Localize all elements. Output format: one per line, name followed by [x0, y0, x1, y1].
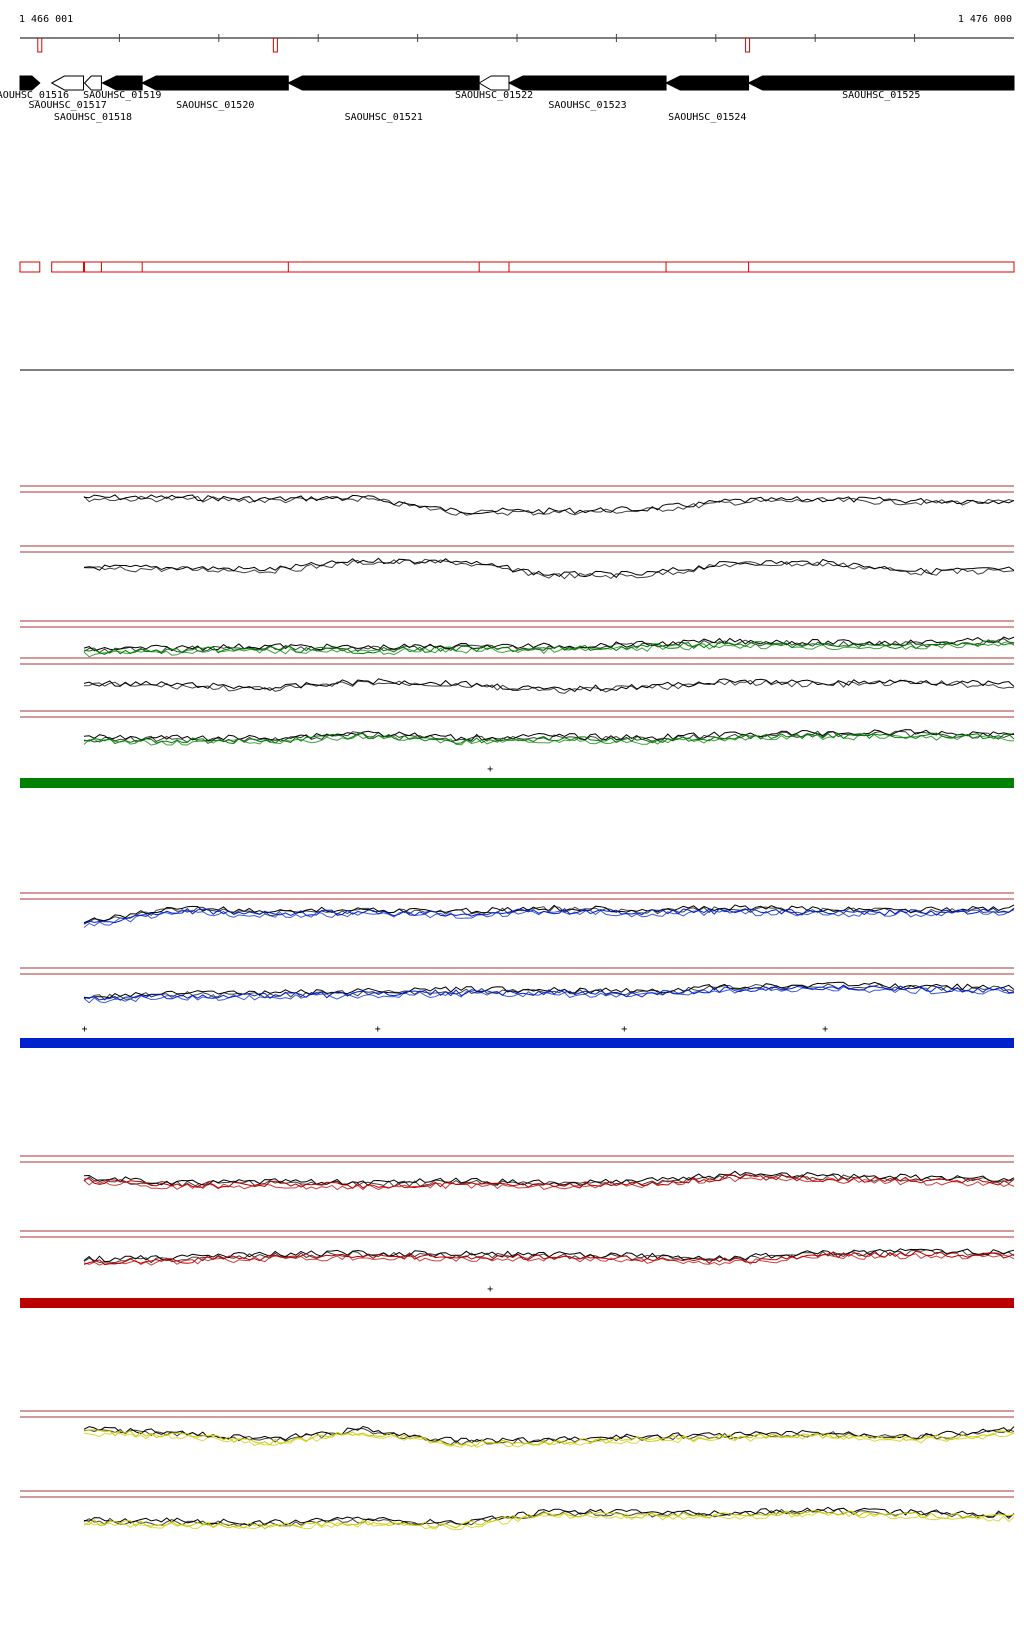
profile-line [83, 1431, 1015, 1448]
gene-label: SAOUHSC_01525 [842, 90, 920, 101]
profile-line [83, 981, 1015, 999]
profile-line [83, 1174, 1015, 1189]
gene-label: SAOUHSC_01516 [0, 90, 69, 101]
expression-profiles [20, 485, 1015, 1531]
profile-line [83, 983, 1015, 1001]
condition-mark: + [822, 1024, 828, 1035]
condition-bar [20, 1038, 1014, 1048]
profile-line [83, 732, 1015, 745]
gene-arrow [50, 75, 85, 91]
gene-arrow [19, 75, 41, 91]
gene-label: SAOUHSC_01517 [28, 100, 106, 111]
profile-line [83, 679, 1015, 694]
ruler [20, 34, 1014, 53]
profile-line [83, 909, 1015, 928]
profile-line [83, 1249, 1015, 1264]
gene-arrow [287, 75, 480, 91]
profile-line [83, 638, 1015, 654]
profile-line [83, 904, 1015, 924]
ruler-marker [37, 38, 43, 53]
profile-line [83, 733, 1014, 746]
profile-line [83, 1425, 1015, 1444]
gene-label: SAOUHSC_01522 [455, 90, 533, 101]
profile-line [83, 636, 1015, 652]
coordinate-end-label: 1 476 000 [957, 14, 1012, 25]
profile-line [83, 678, 1015, 693]
profile-line [83, 557, 1015, 579]
profile-line [83, 1510, 1015, 1531]
condition-mark: + [82, 1024, 88, 1035]
condition-mark: + [621, 1024, 627, 1035]
gene-label: SAOUHSC_01520 [176, 100, 254, 111]
ruler-marker [272, 38, 278, 53]
ruler-marker [745, 38, 751, 53]
profile-line [83, 495, 1015, 516]
transcript-track [19, 261, 1015, 273]
condition-mark: + [487, 764, 493, 775]
gene-label: SAOUHSC_01521 [345, 112, 423, 123]
profile-line [83, 494, 1015, 515]
gene-arrow [507, 75, 667, 91]
profile-line [83, 1175, 1015, 1191]
gene-arrow [101, 75, 143, 91]
gene-arrow [478, 75, 510, 91]
profile-line [83, 907, 1015, 925]
profile-line [83, 640, 1015, 655]
transcript-box [84, 261, 1015, 273]
profile-line [83, 1510, 1015, 1530]
gene-arrow [141, 75, 289, 91]
gene-arrow [664, 75, 750, 91]
condition-bar [20, 778, 1014, 788]
profile-line [83, 558, 1015, 580]
profile-line [83, 1250, 1015, 1266]
gene-arrow [83, 75, 102, 91]
profile-line [83, 1506, 1015, 1526]
transcript-box [19, 261, 41, 273]
coordinate-start-label: 1 466 001 [19, 14, 74, 25]
gene-label: SAOUHSC_01518 [54, 112, 132, 123]
profile-line [83, 1252, 1015, 1266]
condition-mark: + [375, 1024, 381, 1035]
condition-bars: + + + + + + [20, 764, 1014, 1308]
gene-label: SAOUHSC_01523 [548, 100, 626, 111]
profile-line [83, 986, 1015, 1004]
gene-label: SAOUHSC_01519 [83, 90, 161, 101]
condition-bar [20, 1298, 1014, 1308]
transcript-box [51, 261, 85, 273]
profile-line [83, 641, 1015, 658]
condition-mark: + [487, 1284, 493, 1295]
gene-arrow [747, 75, 1015, 91]
gene-label: SAOUHSC_01524 [668, 112, 746, 123]
